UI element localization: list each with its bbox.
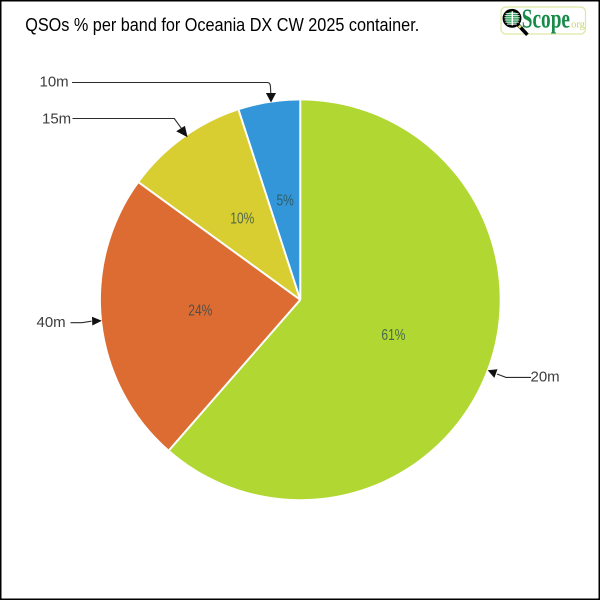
svg-text:61%: 61% — [381, 325, 405, 343]
svg-text:10%: 10% — [230, 209, 254, 227]
svg-text:10m: 10m — [40, 74, 69, 91]
svg-text:40m: 40m — [37, 314, 66, 331]
svg-text:20m: 20m — [531, 369, 560, 386]
svg-text:5%: 5% — [276, 191, 294, 209]
svg-text:15m: 15m — [42, 111, 71, 128]
svg-text:QSOs % per band for Oceania DX: QSOs % per band for Oceania DX CW 2025 c… — [25, 14, 419, 35]
svg-text:24%: 24% — [188, 301, 212, 319]
svg-text:Scope: Scope — [522, 4, 570, 34]
svg-text:.org: .org — [569, 20, 586, 31]
